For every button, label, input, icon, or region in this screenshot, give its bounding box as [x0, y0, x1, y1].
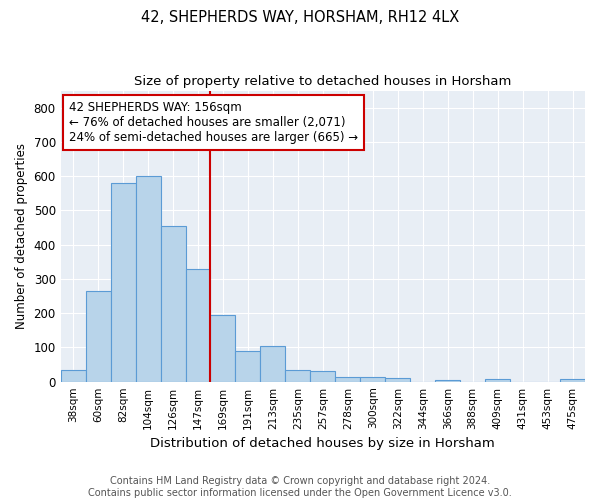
Bar: [61, 370, 86, 382]
Title: Size of property relative to detached houses in Horsham: Size of property relative to detached ho…: [134, 75, 512, 88]
Bar: [260, 346, 286, 382]
X-axis label: Distribution of detached houses by size in Horsham: Distribution of detached houses by size …: [151, 437, 495, 450]
Bar: [286, 370, 310, 382]
Text: 42 SHEPHERDS WAY: 156sqm
← 76% of detached houses are smaller (2,071)
24% of sem: 42 SHEPHERDS WAY: 156sqm ← 76% of detach…: [68, 100, 358, 144]
Bar: [110, 183, 136, 382]
Bar: [211, 315, 235, 382]
Bar: [485, 380, 510, 382]
Bar: [161, 226, 185, 382]
Bar: [435, 380, 460, 382]
Bar: [136, 176, 161, 382]
Bar: [385, 378, 410, 382]
Bar: [360, 376, 385, 382]
Text: Contains HM Land Registry data © Crown copyright and database right 2024.
Contai: Contains HM Land Registry data © Crown c…: [88, 476, 512, 498]
Y-axis label: Number of detached properties: Number of detached properties: [15, 143, 28, 329]
Bar: [235, 351, 260, 382]
Bar: [335, 376, 360, 382]
Text: 42, SHEPHERDS WAY, HORSHAM, RH12 4LX: 42, SHEPHERDS WAY, HORSHAM, RH12 4LX: [141, 10, 459, 25]
Bar: [310, 372, 335, 382]
Bar: [185, 268, 211, 382]
Bar: [86, 291, 110, 382]
Bar: [560, 380, 585, 382]
